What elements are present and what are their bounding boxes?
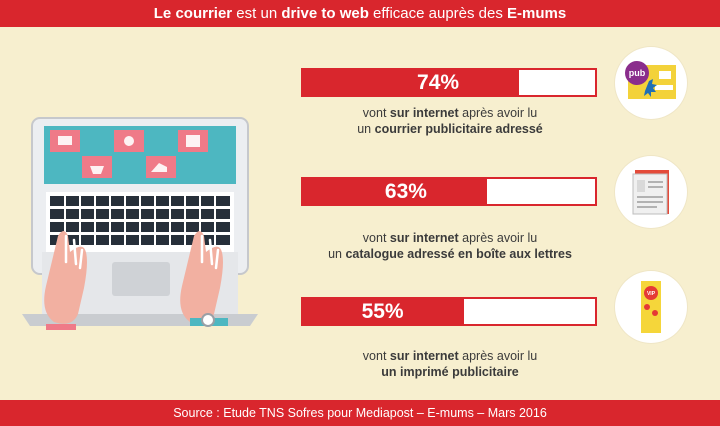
- text-bold: un imprimé publicitaire: [381, 365, 519, 379]
- header-part-4: efficace auprès des: [368, 5, 508, 22]
- pub-label: pub: [629, 68, 646, 78]
- text-bold: catalogue adressé en boîte aux lettres: [345, 247, 572, 261]
- stat-description-1-line-1: vont sur internet après avoir lu: [290, 105, 610, 121]
- stat-bar-1: 74%: [301, 68, 597, 97]
- stat-description-1: vont sur internet après avoir lu un cour…: [290, 105, 610, 137]
- header-part-2: est un: [232, 5, 282, 22]
- stat-description-3: vont sur internet après avoir lu un impr…: [290, 348, 610, 380]
- stat-percent-1: 74%: [417, 71, 460, 94]
- header-part-1: Le courrier: [153, 5, 233, 22]
- stat-description-2-line-2: un catalogue adressé en boîte aux lettre…: [290, 246, 610, 262]
- text-bold: sur internet: [389, 106, 459, 120]
- text-bold: courrier publicitaire adressé: [374, 122, 543, 136]
- stat-description-3-line-1: vont sur internet après avoir lu: [290, 348, 610, 364]
- stat-bar-fill-1: 74%: [303, 70, 520, 95]
- text-bold: sur internet: [389, 231, 459, 245]
- text-span: vont: [362, 231, 390, 245]
- catalogue-icon: [615, 156, 687, 228]
- flyer-label: VIP: [647, 291, 656, 297]
- text-span: après avoir lu: [458, 231, 538, 245]
- text-bold: sur internet: [389, 349, 459, 363]
- stat-description-3-line-2: un imprimé publicitaire: [290, 364, 610, 380]
- text-span: après avoir lu: [458, 349, 538, 363]
- header-part-3: drive to web: [281, 5, 369, 22]
- laptop-illustration: [18, 112, 280, 338]
- stat-bar-fill-3: 55%: [303, 299, 464, 324]
- text-span: un: [328, 247, 346, 261]
- stat-percent-3: 55%: [361, 300, 404, 323]
- stat-description-2-line-1: vont sur internet après avoir lu: [290, 230, 610, 246]
- flyer-icon: VIP: [615, 271, 687, 343]
- text-span: vont: [362, 349, 390, 363]
- stat-description-2: vont sur internet après avoir lu un cata…: [290, 230, 610, 262]
- stat-percent-2: 63%: [384, 180, 427, 203]
- stat-bar-2: 63%: [301, 177, 597, 206]
- header-banner: Le courrier est un drive to web efficace…: [0, 0, 720, 27]
- text-span: après avoir lu: [458, 106, 538, 120]
- text-span: un: [357, 122, 375, 136]
- source-footer: Source : Etude TNS Sofres pour Mediapost…: [0, 400, 720, 426]
- stat-bar-fill-2: 63%: [303, 179, 487, 204]
- stat-bar-3: 55%: [301, 297, 597, 326]
- header-part-5: E-mums: [507, 5, 567, 22]
- stat-description-1-line-2: un courrier publicitaire adressé: [290, 121, 610, 137]
- pub-envelope-icon: pub: [615, 47, 687, 119]
- text-span: vont: [362, 106, 390, 120]
